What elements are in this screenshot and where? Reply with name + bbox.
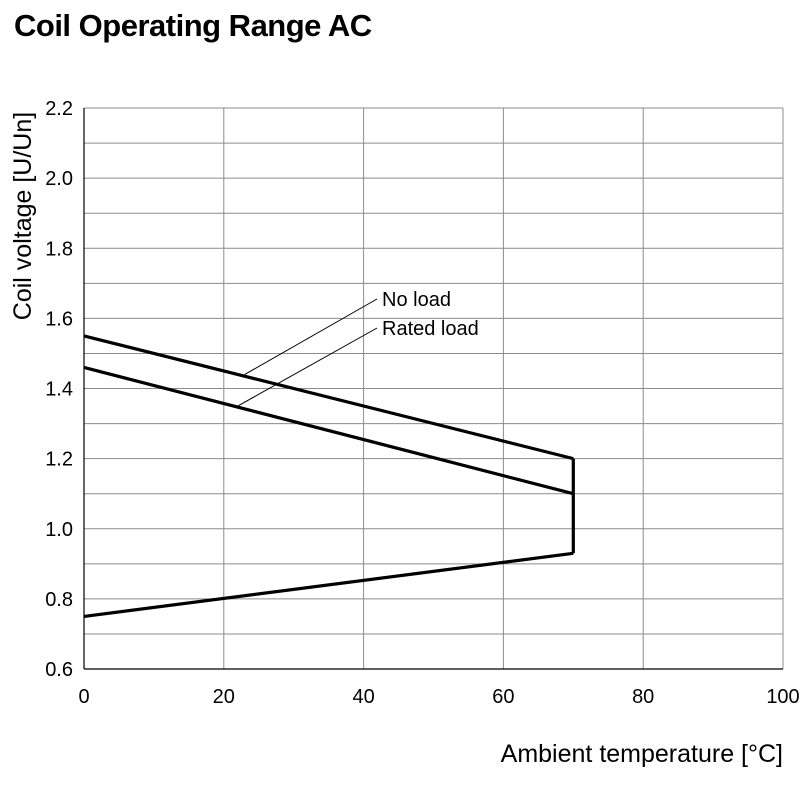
curves [83, 334, 575, 618]
annotations: No load Rated load [237, 289, 479, 407]
y-tick-label: 2.0 [45, 168, 73, 190]
y-tick-label: 0.8 [45, 589, 73, 611]
y-tick-label: 0.6 [45, 659, 73, 681]
x-tick-label: 100 [766, 686, 799, 708]
series-line-no-load [83, 334, 574, 461]
x-tick-label: 40 [352, 686, 374, 708]
leader-line-no-load [244, 298, 378, 375]
series-line-minimum-pick-up-voltage [83, 551, 574, 618]
y-tick-label: 1.2 [45, 449, 73, 471]
y-tick-label: 1.0 [45, 519, 73, 541]
label-no-load: No load [382, 289, 451, 311]
x-axis-title: Ambient temperature [°C] [501, 740, 783, 768]
label-rated-load: Rated load [382, 318, 479, 340]
series-line-rated-load [83, 365, 574, 496]
tick-labels: 0.6 0.8 1.0 1.2 1.4 1.6 1.8 2.0 2.2 0 20 40 60 80 100 [45, 98, 800, 708]
y-tick-label: 1.4 [45, 379, 73, 401]
x-tick-label: 20 [213, 686, 235, 708]
chart-title: Coil Operating Range AC [14, 8, 372, 43]
x-tick-label: 0 [78, 686, 89, 708]
y-tick-label: 1.8 [45, 238, 73, 260]
x-tick-label: 80 [632, 686, 654, 708]
x-tick-label: 60 [492, 686, 514, 708]
y-tick-label: 1.6 [45, 308, 73, 330]
y-tick-label: 2.2 [45, 98, 73, 120]
leader-line-rated-load [237, 327, 378, 407]
y-axis-title: Coil voltage [U/Un] [9, 112, 37, 320]
grid [83, 107, 784, 670]
axes [83, 108, 783, 670]
